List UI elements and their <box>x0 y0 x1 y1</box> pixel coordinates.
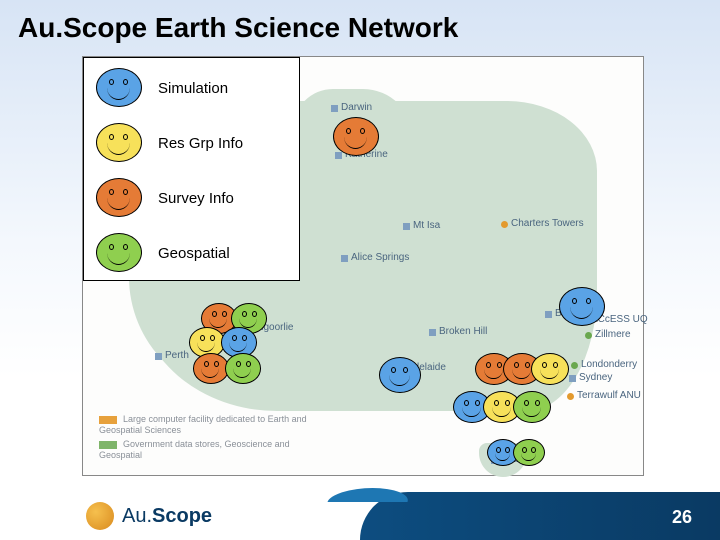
legend-label: Survey Info <box>158 190 234 207</box>
facility-marker <box>571 362 578 369</box>
legend-row: Geospatial <box>84 227 299 281</box>
legend-row: Res Grp Info <box>84 117 299 171</box>
footer-accent <box>327 488 412 502</box>
city-marker <box>429 329 436 336</box>
city-label: Charters Towers <box>511 218 584 229</box>
logo-prefix: Au. <box>122 505 152 527</box>
legend-swatch <box>99 416 117 424</box>
page-number: 26 <box>672 507 692 528</box>
facility-legend-row: Large computer facility dedicated to Ear… <box>99 414 319 436</box>
legend-label: Simulation <box>158 80 228 97</box>
legend-row: Simulation <box>84 62 299 116</box>
logo-text: Au.Scope <box>122 505 212 528</box>
legend-text: Large computer facility dedicated to Ear… <box>99 414 307 435</box>
facility-marker <box>501 221 508 228</box>
city-marker <box>403 223 410 230</box>
facility-marker <box>567 393 574 400</box>
facility-marker <box>585 332 592 339</box>
smiley-icon <box>513 439 545 466</box>
legend-box: Simulation Res Grp Info Survey Info Geospat… <box>83 57 300 281</box>
smiley-icon <box>96 123 142 162</box>
city-label: Sydney <box>579 372 612 383</box>
logo-suffix: Scope <box>152 505 212 527</box>
footer-wave <box>360 492 720 540</box>
legend-label: Res Grp Info <box>158 135 243 152</box>
city-label: Mt Isa <box>413 220 440 231</box>
footer: Au.Scope 26 <box>0 492 720 540</box>
smiley-icon <box>96 68 142 107</box>
city-label: Broken Hill <box>439 326 487 337</box>
facility-legend-row: Government data stores, Geoscience and G… <box>99 439 319 461</box>
city-marker <box>569 375 576 382</box>
city-marker <box>335 152 342 159</box>
smiley-icon <box>225 353 261 384</box>
legend-swatch <box>99 441 117 449</box>
smiley-icon <box>96 178 142 217</box>
city-label: Zillmere <box>595 329 631 340</box>
smiley-icon <box>379 357 421 393</box>
map-frame: DarwinKatherineMt IsaCharters TowersAlic… <box>82 56 644 476</box>
auscope-logo: Au.Scope <box>86 502 212 530</box>
smiley-icon <box>531 353 569 385</box>
smiley-icon <box>193 353 229 384</box>
city-marker <box>155 353 162 360</box>
legend-text: Government data stores, Geoscience and G… <box>99 439 290 460</box>
smiley-icon <box>559 287 605 326</box>
city-label: Alice Springs <box>351 252 409 263</box>
legend-label: Geospatial <box>158 245 230 262</box>
city-marker <box>331 105 338 112</box>
city-marker <box>341 255 348 262</box>
city-label: Londonderry <box>581 359 637 370</box>
city-marker <box>545 311 552 318</box>
city-label: Perth <box>165 350 189 361</box>
city-label: Terrawulf ANU <box>577 390 641 401</box>
legend-row: Survey Info <box>84 172 299 226</box>
city-label: Darwin <box>341 102 372 113</box>
logo-glyph-icon <box>86 502 114 530</box>
smiley-icon <box>513 391 551 423</box>
page-title: Au.Scope Earth Science Network <box>18 12 458 44</box>
smiley-icon <box>96 233 142 272</box>
smiley-icon <box>333 117 379 156</box>
facility-legend: Large computer facility dedicated to Ear… <box>99 411 319 461</box>
